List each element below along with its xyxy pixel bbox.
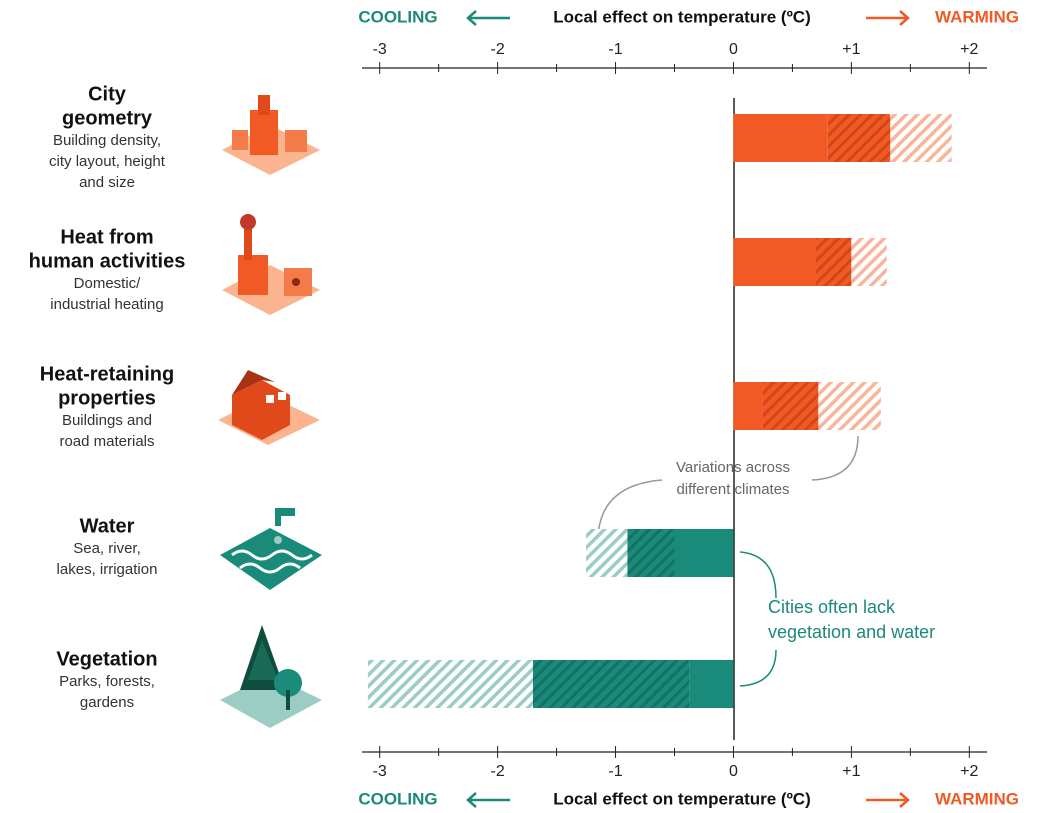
category-description: Parks, forests, bbox=[59, 673, 155, 690]
warming-label: WARMING bbox=[935, 7, 1019, 26]
bar-segment bbox=[533, 660, 690, 708]
arrow bbox=[468, 793, 510, 807]
plot: -3 -2 -1 0 +1 +2 COOLING Local effect on temper… bbox=[29, 7, 1019, 808]
x-tick-label: 0 bbox=[729, 41, 738, 58]
x-tick-label: -2 bbox=[490, 763, 504, 780]
connector bbox=[740, 552, 776, 598]
bar-segment bbox=[733, 382, 762, 430]
x-tick-label: -3 bbox=[373, 763, 387, 780]
x-tick-label: -3 bbox=[373, 41, 387, 58]
x-tick-label: -1 bbox=[608, 41, 622, 58]
bar-segment bbox=[818, 382, 881, 430]
category-title: properties bbox=[58, 387, 156, 409]
annotation: Variations across bbox=[676, 459, 790, 476]
cooling-label: COOLING bbox=[358, 7, 437, 26]
bar-segment bbox=[890, 114, 951, 162]
x-tick-label: 0 bbox=[729, 763, 738, 780]
bar-segment bbox=[851, 238, 886, 286]
page: {"chart_data":{"type":"range-bar", "axis… bbox=[0, 0, 1047, 813]
category-description: city layout, height bbox=[49, 153, 166, 170]
annotation: vegetation and water bbox=[768, 622, 935, 642]
bar-segment bbox=[763, 382, 818, 430]
warming-label: WARMING bbox=[935, 789, 1019, 808]
bar-segment bbox=[690, 660, 734, 708]
category-title: Heat-retaining bbox=[40, 363, 174, 385]
bar-segment bbox=[586, 529, 627, 577]
category-title: Heat from bbox=[60, 226, 153, 248]
arrow bbox=[866, 793, 908, 807]
category-description: gardens bbox=[80, 694, 134, 711]
category-title: geometry bbox=[62, 107, 153, 129]
category-description: Building density, bbox=[53, 132, 161, 149]
annotation: Cities often lack bbox=[768, 597, 896, 617]
x-tick-label: +2 bbox=[960, 41, 978, 58]
x-tick-label: -2 bbox=[490, 41, 504, 58]
arrow bbox=[468, 11, 510, 25]
x-tick-label: +1 bbox=[842, 41, 860, 58]
x-tick-label: -1 bbox=[608, 763, 622, 780]
category-title: human activities bbox=[29, 250, 186, 272]
bar-segment bbox=[675, 529, 734, 577]
connector bbox=[812, 436, 858, 480]
axis-title: Local effect on temperature (ºC) bbox=[553, 789, 810, 808]
connector bbox=[740, 650, 776, 686]
annotation: different climates bbox=[676, 481, 789, 498]
arrow bbox=[866, 11, 908, 25]
category-description: Buildings and bbox=[62, 412, 152, 429]
axis-title: Local effect on temperature (ºC) bbox=[553, 7, 810, 26]
category-title: City bbox=[88, 83, 127, 105]
category-description: lakes, irrigation bbox=[57, 561, 158, 578]
bar-segment bbox=[733, 114, 827, 162]
cooling-label: COOLING bbox=[358, 789, 437, 808]
category-description: Sea, river, bbox=[73, 540, 141, 557]
bar-segment bbox=[627, 529, 674, 577]
category-title: Vegetation bbox=[56, 648, 157, 670]
chart: -3 -2 -1 0 +1 +2 COOLING Local effect on temper… bbox=[0, 0, 1047, 813]
bar-segment bbox=[368, 660, 533, 708]
x-tick-label: +1 bbox=[842, 763, 860, 780]
icons bbox=[218, 95, 322, 728]
bar-segment bbox=[733, 238, 816, 286]
category-description: Domestic/ bbox=[74, 275, 142, 292]
bar-segment bbox=[828, 114, 891, 162]
category-description: and size bbox=[79, 174, 135, 191]
x-tick-label: +2 bbox=[960, 763, 978, 780]
category-description: road materials bbox=[59, 433, 154, 450]
category-title: Water bbox=[80, 515, 135, 537]
bar-segment bbox=[816, 238, 851, 286]
category-description: industrial heating bbox=[50, 296, 163, 313]
